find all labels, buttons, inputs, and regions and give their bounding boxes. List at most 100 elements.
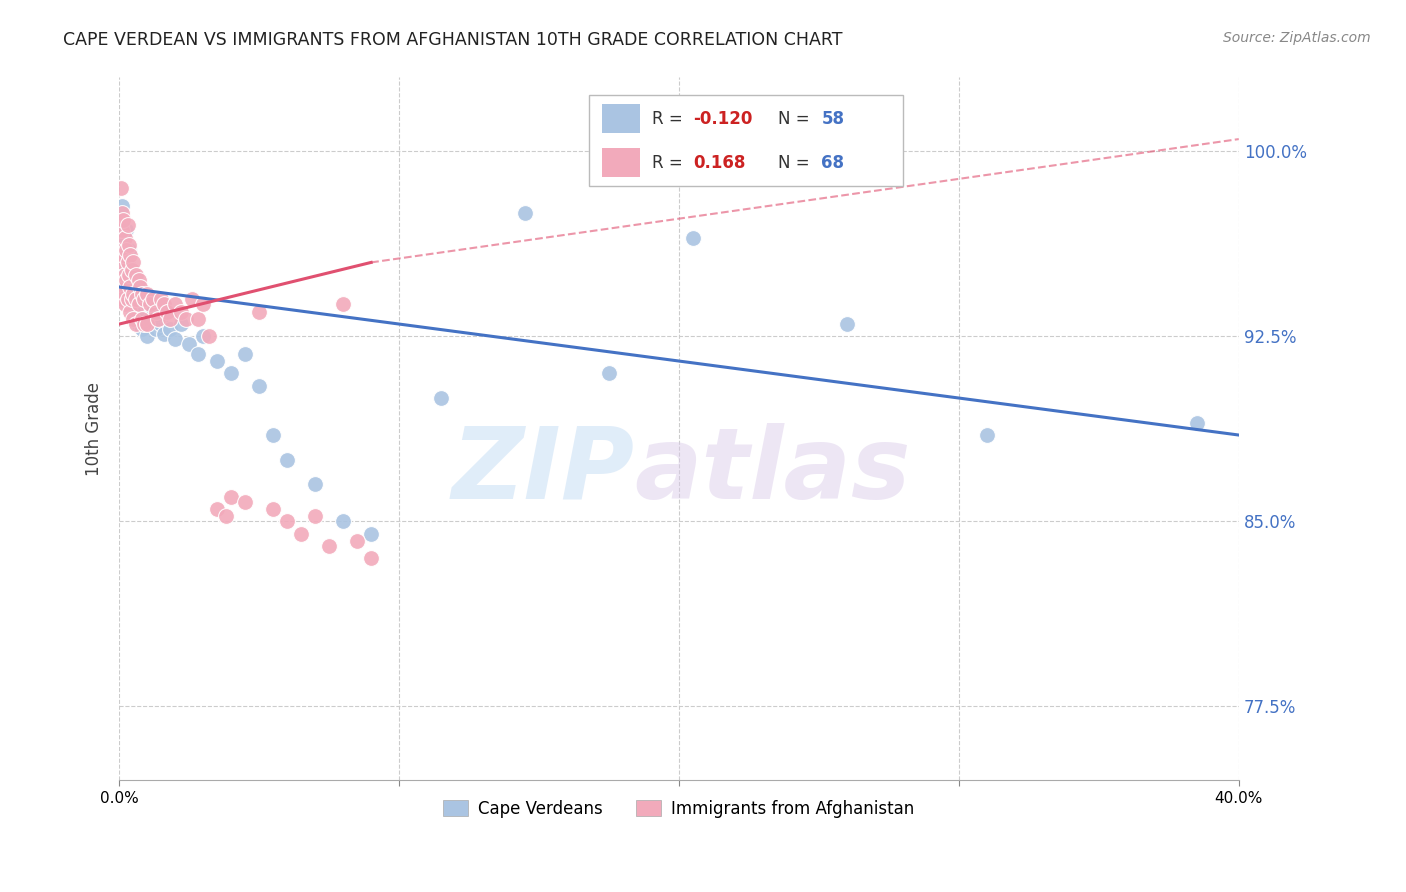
Point — [233, 494, 256, 508]
Point — [262, 428, 284, 442]
Point — [112, 255, 135, 269]
Point — [120, 280, 142, 294]
Point — [318, 539, 340, 553]
Point — [247, 304, 270, 318]
Point — [360, 526, 382, 541]
Point — [128, 297, 150, 311]
Point — [122, 312, 145, 326]
Point — [120, 297, 142, 311]
Point — [165, 297, 187, 311]
Point — [110, 280, 132, 294]
Point — [128, 317, 150, 331]
Point — [111, 206, 134, 220]
Point — [976, 428, 998, 442]
Point — [111, 280, 134, 294]
Point — [110, 243, 132, 257]
Point — [332, 297, 354, 311]
Point — [111, 223, 134, 237]
Point — [122, 287, 145, 301]
Point — [360, 551, 382, 566]
Point — [193, 297, 215, 311]
Point — [214, 509, 236, 524]
Text: atlas: atlas — [634, 423, 911, 519]
Point — [122, 268, 145, 282]
Point — [193, 329, 215, 343]
Point — [207, 354, 229, 368]
Point — [114, 268, 136, 282]
Point — [128, 280, 150, 294]
Point — [513, 206, 536, 220]
Point — [142, 302, 165, 317]
Point — [159, 322, 181, 336]
Point — [118, 268, 141, 282]
Point — [134, 293, 156, 307]
Point — [128, 273, 150, 287]
Point — [207, 502, 229, 516]
Point — [139, 297, 162, 311]
Point — [835, 317, 858, 331]
Point — [125, 317, 148, 331]
Point — [125, 293, 148, 307]
Point — [117, 219, 139, 233]
Point — [114, 273, 136, 287]
Point — [598, 367, 620, 381]
Point — [122, 304, 145, 318]
Legend: Cape Verdeans, Immigrants from Afghanistan: Cape Verdeans, Immigrants from Afghanist… — [437, 793, 921, 825]
Point — [134, 304, 156, 318]
Point — [150, 317, 173, 331]
Point — [125, 312, 148, 326]
Point — [125, 268, 148, 282]
Text: ZIP: ZIP — [451, 423, 634, 519]
Point — [181, 293, 204, 307]
Point — [150, 293, 173, 307]
Point — [145, 304, 167, 318]
Point — [120, 260, 142, 275]
Point — [114, 248, 136, 262]
Point — [131, 287, 153, 301]
Point — [290, 526, 312, 541]
Point — [129, 280, 152, 294]
Point — [145, 322, 167, 336]
Point — [247, 378, 270, 392]
Point — [170, 317, 193, 331]
Point — [304, 509, 326, 524]
Point — [153, 326, 176, 341]
Point — [118, 243, 141, 257]
Point — [159, 312, 181, 326]
Point — [682, 231, 704, 245]
Point — [170, 304, 193, 318]
Point — [153, 297, 176, 311]
Point — [118, 238, 141, 252]
Point — [176, 312, 198, 326]
Point — [187, 346, 209, 360]
Point — [430, 391, 453, 405]
Point — [136, 287, 159, 301]
Point — [136, 329, 159, 343]
Point — [117, 293, 139, 307]
Y-axis label: 10th Grade: 10th Grade — [86, 382, 103, 475]
Point — [179, 336, 201, 351]
Point — [165, 332, 187, 346]
Point — [219, 367, 242, 381]
Point — [219, 490, 242, 504]
Point — [233, 346, 256, 360]
Point — [131, 293, 153, 307]
Point — [112, 287, 135, 301]
Point — [125, 273, 148, 287]
Point — [346, 534, 368, 549]
Point — [118, 280, 141, 294]
Point — [122, 287, 145, 301]
Point — [304, 477, 326, 491]
Point — [111, 199, 134, 213]
Point — [198, 329, 221, 343]
Point — [110, 268, 132, 282]
Point — [120, 248, 142, 262]
Point — [117, 293, 139, 307]
Point — [111, 243, 134, 257]
Point — [110, 231, 132, 245]
Point — [115, 262, 138, 277]
Point — [142, 293, 165, 307]
Point — [111, 255, 134, 269]
Point — [114, 231, 136, 245]
Point — [276, 452, 298, 467]
